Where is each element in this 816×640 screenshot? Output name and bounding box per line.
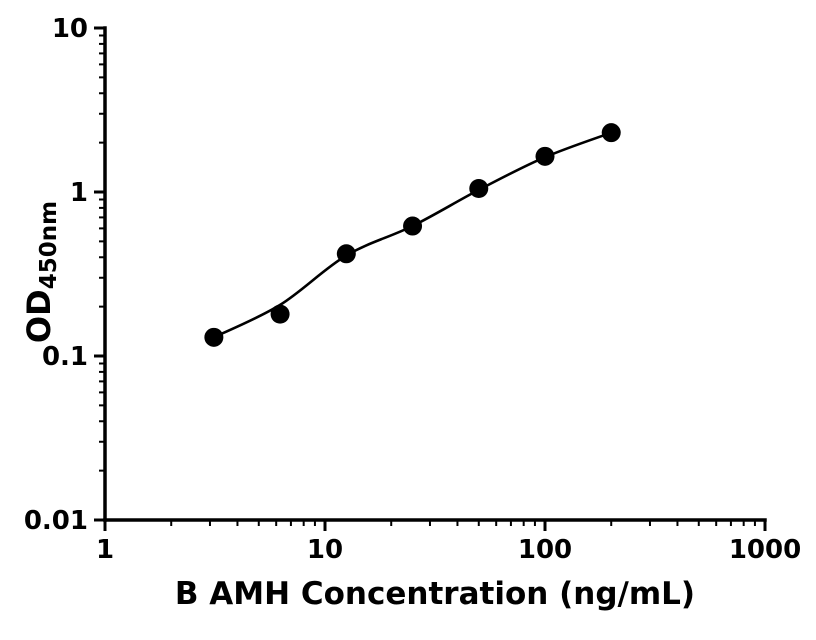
x-axis-title: B AMH Concentration (ng/mL) bbox=[174, 576, 696, 612]
data-point bbox=[469, 179, 489, 199]
x-tick-label: 100 bbox=[518, 535, 572, 565]
y-tick-label: 1 bbox=[70, 178, 88, 208]
y-axis-title: OD450nm bbox=[17, 187, 62, 357]
y-tick-label: 0.1 bbox=[42, 342, 88, 372]
data-point bbox=[270, 304, 290, 324]
data-point bbox=[535, 146, 555, 166]
data-point bbox=[601, 123, 621, 143]
data-point bbox=[204, 327, 224, 347]
y-tick-label: 10 bbox=[52, 14, 88, 44]
data-point bbox=[403, 216, 423, 236]
y-tick-label: 0.01 bbox=[24, 506, 88, 536]
y-axis-title-subscript: 450nm bbox=[35, 200, 62, 290]
x-tick-label: 1000 bbox=[729, 535, 801, 565]
x-tick-label: 1 bbox=[96, 535, 114, 565]
y-axis-title-text: OD bbox=[20, 289, 58, 344]
data-point bbox=[336, 244, 356, 264]
x-tick-label: 10 bbox=[307, 535, 343, 565]
